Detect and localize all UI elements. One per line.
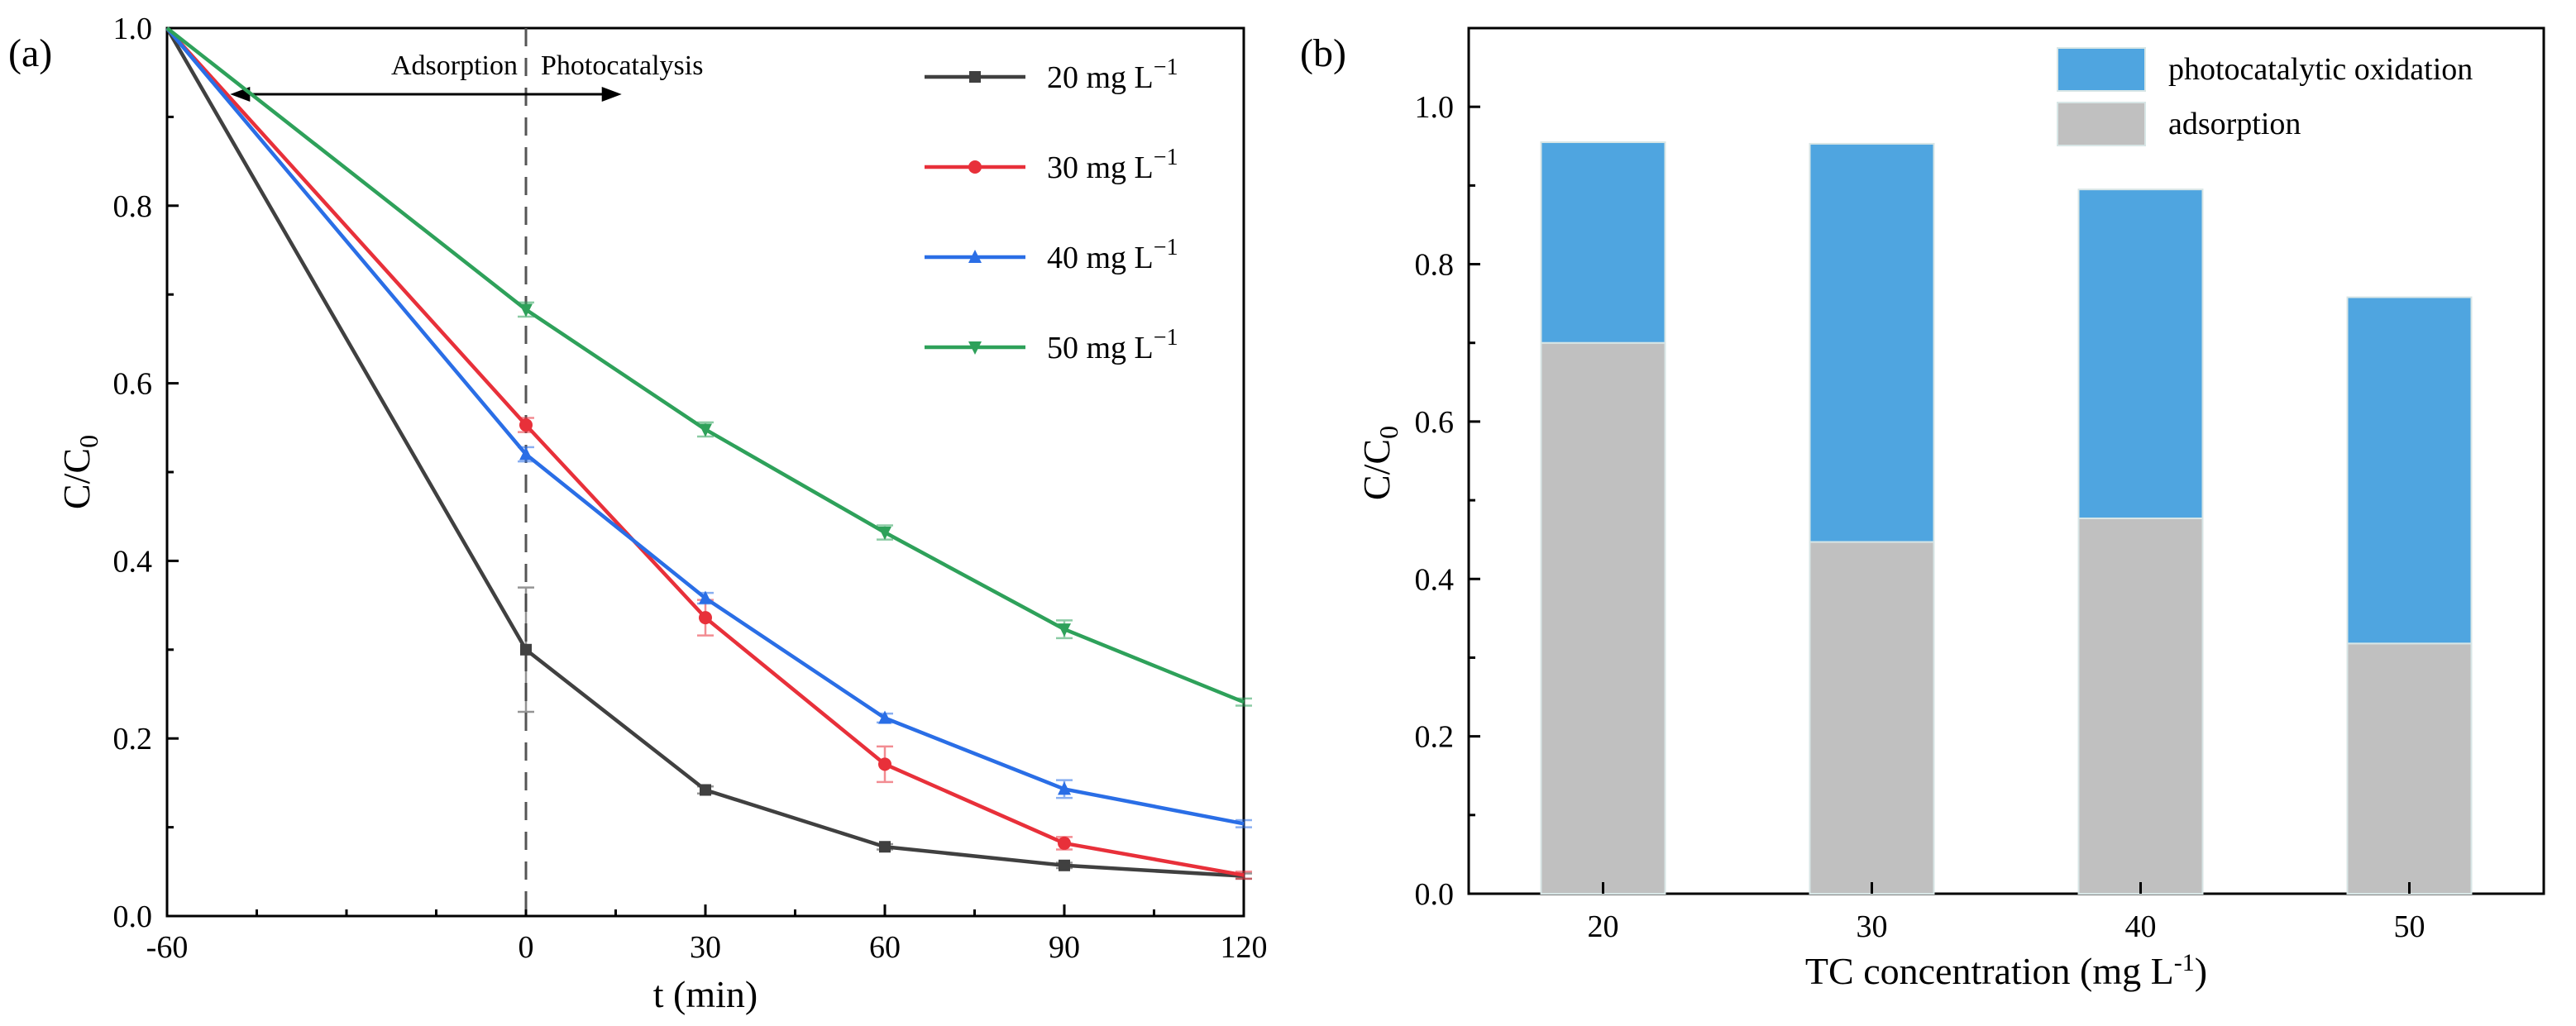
bar-photocatalytic-oxidation bbox=[2346, 296, 2473, 645]
legend-marker bbox=[968, 341, 982, 355]
data-point bbox=[700, 784, 711, 796]
y-tick-label: 0.8 bbox=[1415, 248, 1455, 283]
data-point bbox=[878, 757, 891, 771]
x-tick-label: 30 bbox=[1857, 909, 1888, 944]
x-tick-label: 40 bbox=[2125, 909, 2157, 944]
series-line bbox=[165, 26, 1245, 878]
x-tick-label: 60 bbox=[869, 930, 901, 965]
y-tick-label: 0.0 bbox=[113, 900, 153, 934]
legend-swatch bbox=[2057, 102, 2146, 146]
legend-label: 50 mg L−1 bbox=[1047, 325, 1178, 365]
series-line bbox=[165, 26, 1245, 826]
bar-photocatalytic-oxidation bbox=[2077, 188, 2204, 519]
data-point bbox=[879, 841, 891, 853]
data-point bbox=[519, 446, 533, 461]
line-chart-panel-a: (a) 0.0 0.2 0.4 0.6 0.8 1.0 -60 0 30 60 90 120 Ads… bbox=[8, 12, 1268, 1015]
x-tick-label: 30 bbox=[690, 930, 721, 965]
bar-adsorption bbox=[2077, 517, 2204, 895]
bar-adsorption bbox=[2346, 642, 2473, 895]
y-tick-label: 0.4 bbox=[113, 544, 153, 579]
legend-item: 50 mg L−1 bbox=[925, 325, 1178, 365]
y-axis-b: 0.0 0.2 0.4 0.6 0.8 1.0 bbox=[1415, 90, 1480, 912]
data-point bbox=[1058, 836, 1071, 850]
legend-item: 40 mg L−1 bbox=[925, 235, 1178, 275]
series-group-a bbox=[165, 26, 1252, 880]
legend-label: adsorption bbox=[2168, 107, 2301, 141]
legend-swatch bbox=[2057, 47, 2146, 92]
x-tick-label: 20 bbox=[1588, 909, 1619, 944]
y-tick-label: 0.2 bbox=[1415, 720, 1455, 755]
x-tick-label: 50 bbox=[2394, 909, 2425, 944]
legend-item: adsorption bbox=[2057, 102, 2301, 146]
y-tick-label: 0.6 bbox=[1415, 405, 1455, 440]
legend-b: photocatalytic oxidation adsorption bbox=[2057, 47, 2473, 146]
y-tick-label: 0.2 bbox=[113, 722, 153, 756]
legend-item: 20 mg L−1 bbox=[925, 55, 1178, 95]
data-point bbox=[878, 527, 891, 541]
legend-marker bbox=[969, 71, 981, 83]
data-point bbox=[1058, 623, 1071, 637]
data-point bbox=[519, 303, 533, 317]
y-tick-label: 0.0 bbox=[1415, 877, 1455, 912]
x-tick-label: 90 bbox=[1049, 930, 1080, 965]
y-tick-label: 1.0 bbox=[1415, 90, 1455, 125]
x-axis-a: -60 0 30 60 90 120 bbox=[146, 904, 1268, 965]
data-point bbox=[699, 590, 712, 604]
x-axis-label-b: TC concentration (mg L-1) bbox=[1805, 949, 2207, 992]
x-tick-label: -60 bbox=[146, 930, 189, 965]
series-50-mg bbox=[165, 26, 1252, 707]
bar-stack-40 bbox=[2077, 188, 2204, 895]
data-point bbox=[878, 710, 891, 724]
legend-a: 20 mg L−1 30 mg L−1 40 mg L−1 50 mg L−1 bbox=[925, 55, 1178, 365]
y-axis-label-b: C/C0 bbox=[1355, 426, 1403, 500]
legend-marker bbox=[968, 160, 982, 174]
series-30-mg bbox=[165, 26, 1252, 880]
legend-label: 30 mg L−1 bbox=[1047, 145, 1178, 185]
y-tick-label: 0.8 bbox=[113, 189, 153, 224]
bars-group-b bbox=[1540, 141, 2473, 895]
data-point bbox=[1059, 859, 1070, 871]
y-tick-label: 0.6 bbox=[113, 367, 153, 402]
legend-label: 40 mg L−1 bbox=[1047, 235, 1178, 275]
y-axis-label-a: C/C0 bbox=[55, 435, 103, 509]
adsorption-label: Adsorption bbox=[391, 50, 518, 81]
data-point bbox=[519, 418, 533, 432]
bar-photocatalytic-oxidation bbox=[1540, 141, 1666, 344]
legend-item: 30 mg L−1 bbox=[925, 145, 1178, 185]
data-point bbox=[520, 643, 532, 656]
y-tick-label: 0.4 bbox=[1415, 562, 1455, 597]
panel-label-a: (a) bbox=[8, 31, 52, 75]
legend-label: 20 mg L−1 bbox=[1047, 55, 1178, 95]
data-point bbox=[1058, 781, 1071, 795]
arrowhead-right-icon bbox=[601, 87, 622, 102]
x-tick-label: 120 bbox=[1221, 930, 1268, 965]
x-axis-label-a: t (min) bbox=[653, 973, 758, 1015]
y-tick-label: 1.0 bbox=[113, 12, 153, 46]
data-point bbox=[699, 423, 712, 437]
series-line bbox=[165, 26, 1245, 877]
data-point bbox=[699, 611, 712, 625]
bar-stack-20 bbox=[1540, 141, 1666, 895]
series-40-mg bbox=[165, 26, 1252, 828]
bar-adsorption bbox=[1540, 341, 1666, 895]
legend-label: photocatalytic oxidation bbox=[2168, 52, 2473, 87]
phase-annotation: Adsorption Photocatalysis bbox=[230, 28, 703, 916]
panel-label-b: (b) bbox=[1300, 31, 1346, 75]
series-20-mg bbox=[165, 26, 1252, 880]
legend-marker bbox=[968, 250, 982, 263]
bar-stack-50 bbox=[2346, 296, 2473, 895]
bar-chart-panel-b: (b) 0.0 0.2 0.4 0.6 0.8 1.0 20 30 40 50 photocat… bbox=[1300, 26, 2545, 992]
legend-item: photocatalytic oxidation bbox=[2057, 47, 2473, 92]
photocatalysis-label: Photocatalysis bbox=[541, 50, 703, 81]
x-tick-label: 0 bbox=[519, 930, 534, 965]
x-axis-b: 20 30 40 50 bbox=[1588, 882, 2425, 944]
bar-photocatalytic-oxidation bbox=[1809, 142, 1935, 543]
plot-frame-b bbox=[1467, 26, 2545, 895]
series-line bbox=[165, 26, 1245, 704]
bar-stack-30 bbox=[1809, 142, 1935, 895]
bar-adsorption bbox=[1809, 541, 1935, 895]
y-axis-a: 0.0 0.2 0.4 0.6 0.8 1.0 bbox=[113, 12, 179, 934]
